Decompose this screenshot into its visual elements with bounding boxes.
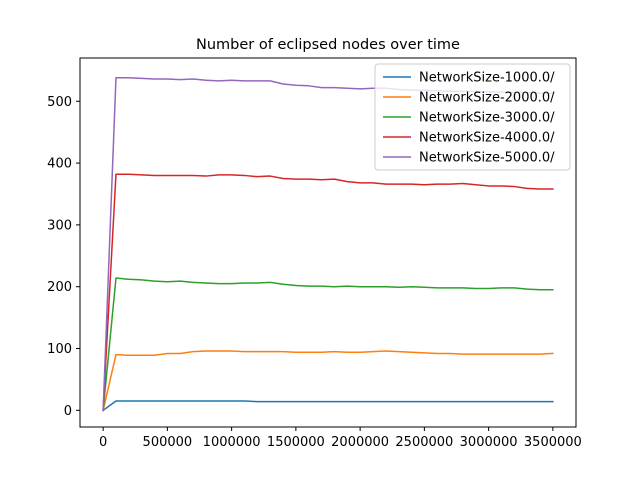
series-line-1: [102, 400, 554, 412]
x-tick-label: 3500000: [524, 435, 582, 450]
x-tick-label: 0: [99, 435, 107, 450]
legend-label: NetworkSize-3000.0/: [419, 111, 555, 126]
y-tick-label: 300: [47, 218, 72, 233]
legend-box: [374, 63, 571, 171]
legend: NetworkSize-1000.0/NetworkSize-2000.0/Ne…: [374, 63, 571, 171]
y-tick-label: 400: [47, 157, 72, 172]
y-tick-label: 500: [47, 95, 72, 110]
x-tick-label: 2000000: [331, 435, 389, 450]
legend-label: NetworkSize-1000.0/: [419, 71, 555, 86]
legend-label: NetworkSize-5000.0/: [419, 151, 555, 166]
legend-label: NetworkSize-2000.0/: [419, 91, 555, 106]
y-axis: 0 100 200 300 400 500: [47, 95, 80, 419]
series-line-2: [102, 350, 554, 412]
x-tick-label: 3000000: [460, 435, 518, 450]
x-tick-label: 500000: [143, 435, 193, 450]
plot-frame: [79, 57, 577, 428]
y-tick-label: 100: [47, 342, 72, 357]
series-line-3: [102, 277, 554, 412]
y-tick-label: 200: [47, 280, 72, 295]
x-tick-label: 2500000: [395, 435, 453, 450]
legend-label: NetworkSize-4000.0/: [419, 131, 555, 146]
chart-title: Number of eclipsed nodes over time: [196, 37, 460, 53]
x-axis: 0 500000 1000000 1500000 2000000 2500000 30000…: [99, 427, 582, 450]
series-line-4: [102, 173, 554, 412]
x-tick-label: 1000000: [203, 435, 261, 450]
y-tick-label: 0: [64, 404, 72, 419]
x-tick-label: 1500000: [267, 435, 325, 450]
